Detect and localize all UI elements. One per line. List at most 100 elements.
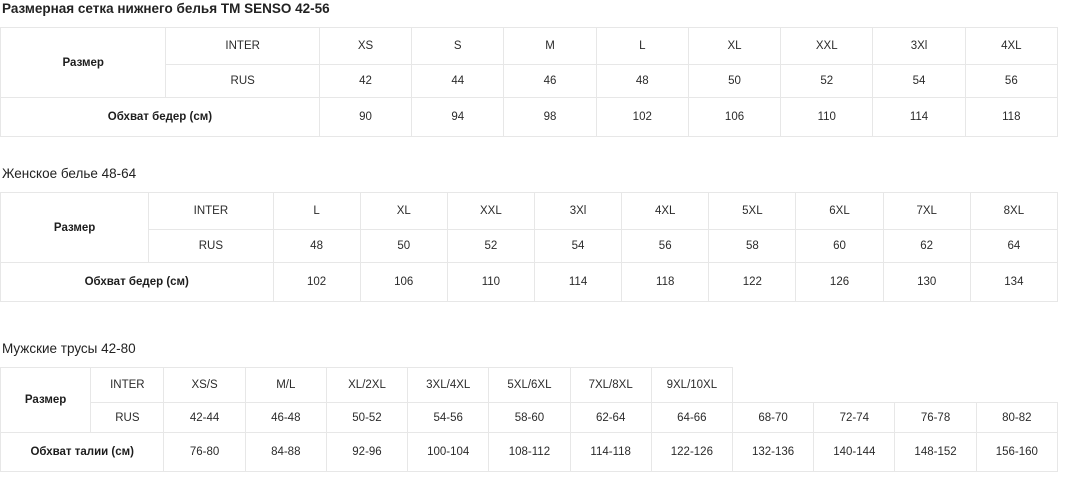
cell-measure-8: 134 xyxy=(969,262,1059,302)
cell-inter-1: M/L xyxy=(244,367,327,403)
cell-inter-1: S xyxy=(411,27,505,65)
cell-measure-9: 148-152 xyxy=(894,432,977,472)
size-table-1: Размер INTER XS S M L XL XXL 3Xl 4XL RUS 42 44 46… xyxy=(0,27,1059,137)
cell-measure-0: 76-80 xyxy=(163,432,246,472)
cell-rus-0: 42-44 xyxy=(163,402,246,433)
cell-inter-7: 4XL xyxy=(964,27,1059,65)
cell-rus-2: 52 xyxy=(446,229,535,263)
cell-rus-5: 52 xyxy=(780,64,874,98)
cell-inter-0: XS/S xyxy=(163,367,246,403)
cell-inter-4: XL xyxy=(687,27,782,65)
table-row-rus: RUS 42 44 46 48 50 52 54 56 xyxy=(1,64,1059,98)
cell-measure-0: 102 xyxy=(272,262,361,302)
section-title-3: Мужские трусы 42-80 xyxy=(2,341,136,356)
size-table-3: Размер INTER XS/S M/L XL/2XL 3XL/4XL 5XL/6XL… xyxy=(0,367,1059,472)
size-section-underwear-senso: Размерная сетка нижнего белья ТМ SENSO 4… xyxy=(0,0,1070,137)
cell-measure-0: 90 xyxy=(318,97,413,137)
cell-rus-0: 42 xyxy=(318,64,413,98)
size-section-mens-briefs: Мужские трусы 42-80 Размер INTER XS/S M/L… xyxy=(0,340,1070,472)
cell-rus-4: 56 xyxy=(621,229,710,263)
cell-inter-0: XS xyxy=(318,27,413,65)
table-row-rus: RUS 48 50 52 54 56 58 60 62 64 xyxy=(1,229,1059,263)
table-row-measure: Обхват талии (см) 76-80 84-88 92-96 100-104… xyxy=(0,432,1059,472)
cell-inter-3: 3XL/4XL xyxy=(407,367,490,403)
cell-inter-7 xyxy=(732,368,813,403)
cell-rus-4: 50 xyxy=(687,64,782,98)
system-label-inter: INTER xyxy=(90,367,165,403)
cell-rus-1: 44 xyxy=(411,64,505,98)
cell-measure-7: 118 xyxy=(964,97,1059,137)
cell-measure-3: 102 xyxy=(595,97,689,137)
cell-inter-6: 9XL/10XL xyxy=(650,367,733,403)
row-label-size: Размер xyxy=(0,27,167,98)
cell-rus-5: 58 xyxy=(708,229,797,263)
cell-rus-9: 76-78 xyxy=(894,402,977,433)
cell-inter-10 xyxy=(976,368,1057,403)
cell-measure-4: 118 xyxy=(621,262,710,302)
cell-inter-6: 3Xl xyxy=(872,27,966,65)
table-row-measure: Обхват бедер (см) 102 106 110 114 118 122 126 1… xyxy=(0,262,1059,302)
cell-rus-6: 64-66 xyxy=(650,402,733,433)
cell-rus-10: 80-82 xyxy=(975,402,1059,433)
cell-rus-2: 50-52 xyxy=(325,402,409,433)
cell-inter-9 xyxy=(895,368,976,403)
cell-inter-5: 7XL/8XL xyxy=(569,367,652,403)
section-title-1: Размерная сетка нижнего белья ТМ SENSO 4… xyxy=(2,1,330,16)
cell-rus-3: 48 xyxy=(595,64,689,98)
cell-inter-5: XXL xyxy=(780,27,874,65)
cell-rus-4: 58-60 xyxy=(488,402,571,433)
section-title-2: Женское белье 48-64 xyxy=(2,166,137,181)
cell-inter-3: L xyxy=(595,27,689,65)
cell-inter-2: XL/2XL xyxy=(325,367,409,403)
cell-rus-7: 56 xyxy=(964,64,1059,98)
cell-measure-2: 98 xyxy=(503,97,597,137)
cell-measure-6: 122-126 xyxy=(650,432,733,472)
cell-inter-8: 8XL xyxy=(969,192,1059,230)
cell-rus-1: 50 xyxy=(359,229,448,263)
cell-rus-6: 60 xyxy=(795,229,884,263)
cell-measure-5: 110 xyxy=(780,97,874,137)
cell-rus-1: 46-48 xyxy=(244,402,327,433)
cell-rus-8: 72-74 xyxy=(813,402,896,433)
cell-measure-6: 114 xyxy=(872,97,966,137)
cell-rus-5: 62-64 xyxy=(569,402,652,433)
cell-inter-0: L xyxy=(272,192,361,230)
system-label-inter: INTER xyxy=(148,192,274,230)
cell-measure-1: 106 xyxy=(359,262,448,302)
row-label-size: Размер xyxy=(0,192,150,263)
system-label-inter: INTER xyxy=(165,27,320,65)
cell-inter-6: 6XL xyxy=(795,192,884,230)
row-label-measure: Обхват бедер (см) xyxy=(0,262,274,302)
table-row-inter: Размер INTER L XL XXL 3Xl 4XL 5XL 6XL 7XL 8XL xyxy=(0,192,1059,263)
row-label-measure: Обхват бедер (см) xyxy=(0,97,320,137)
cell-rus-2: 46 xyxy=(503,64,597,98)
cell-measure-3: 100-104 xyxy=(407,432,490,472)
cell-measure-5: 114-118 xyxy=(569,432,652,472)
cell-rus-6: 54 xyxy=(872,64,966,98)
cell-measure-3: 114 xyxy=(533,262,623,302)
size-table-2: Размер INTER L XL XXL 3Xl 4XL 5XL 6XL 7XL 8XL RU… xyxy=(0,192,1059,302)
cell-measure-5: 122 xyxy=(708,262,797,302)
cell-rus-3: 54-56 xyxy=(407,402,490,433)
table-row-inter: Размер INTER XS S M L XL XXL 3Xl 4XL xyxy=(0,27,1059,98)
cell-rus-7: 68-70 xyxy=(731,402,815,433)
cell-rus-7: 62 xyxy=(882,229,971,263)
row-label-size: Размер xyxy=(0,367,92,433)
system-label-rus: RUS xyxy=(90,402,165,433)
cell-rus-0: 48 xyxy=(272,229,361,263)
cell-measure-1: 84-88 xyxy=(244,432,327,472)
cell-measure-10: 156-160 xyxy=(975,432,1059,472)
row-label-measure: Обхват талии (см) xyxy=(0,432,165,472)
table-row-measure: Обхват бедер (см) 90 94 98 102 106 110 114 118 xyxy=(0,97,1059,137)
cell-measure-4: 108-112 xyxy=(488,432,571,472)
size-section-womens-underwear: Женское белье 48-64 Размер INTER L XL XXL 3… xyxy=(0,165,1070,302)
cell-measure-4: 106 xyxy=(687,97,782,137)
cell-inter-2: XXL xyxy=(446,192,535,230)
cell-measure-8: 140-144 xyxy=(813,432,896,472)
cell-inter-8 xyxy=(814,368,895,403)
cell-inter-5: 5XL xyxy=(708,192,797,230)
cell-measure-7: 132-136 xyxy=(731,432,815,472)
system-label-rus: RUS xyxy=(148,229,274,263)
cell-measure-1: 94 xyxy=(411,97,505,137)
